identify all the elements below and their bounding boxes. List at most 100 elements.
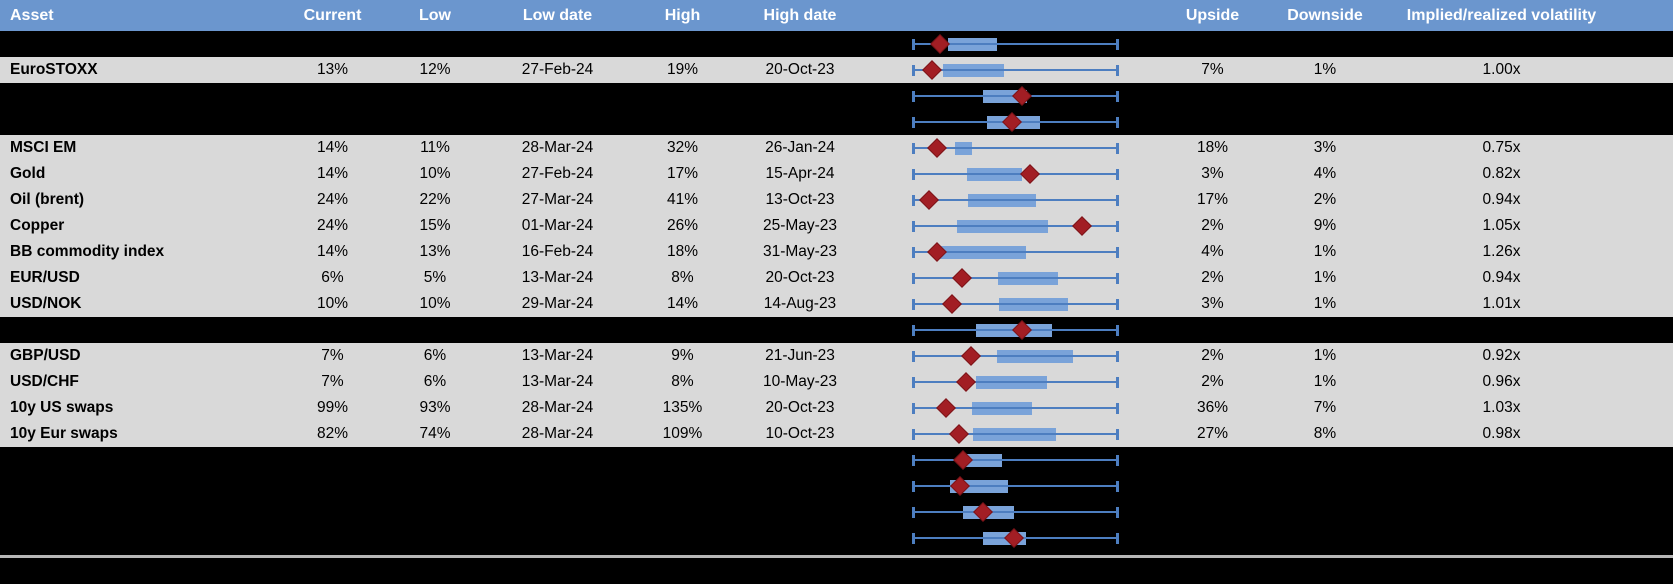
boxplot-cap-right xyxy=(1116,299,1119,310)
downside-value: 1% xyxy=(1313,243,1337,260)
boxplot xyxy=(912,135,1119,161)
boxplot-cap-left xyxy=(912,195,915,206)
boxplot-cap-right xyxy=(1116,195,1119,206)
boxplot xyxy=(912,57,1119,83)
table-row-redacted xyxy=(0,473,1673,499)
downside-value: 4% xyxy=(1313,165,1337,182)
high-date: 20-Oct-23 xyxy=(765,61,835,78)
boxplot-whisker xyxy=(913,43,1118,45)
asset-name: 10y Eur swaps xyxy=(10,425,118,442)
boxplot-cell xyxy=(865,499,1165,525)
high-value: 8% xyxy=(671,269,694,286)
iv-ratio-value: 0.92x xyxy=(1482,347,1521,364)
upside-value: 2% xyxy=(1201,269,1224,286)
boxplot-cell xyxy=(865,395,1165,421)
high-date: 25-May-23 xyxy=(762,217,838,234)
boxplot xyxy=(912,109,1119,135)
boxplot-cap-right xyxy=(1116,39,1119,50)
current-value: 24% xyxy=(316,217,349,234)
boxplot-cap-left xyxy=(912,299,915,310)
low-value: 10% xyxy=(419,165,451,182)
table-row-redacted xyxy=(0,83,1673,109)
boxplot-cell xyxy=(865,317,1165,343)
boxplot-cap-right xyxy=(1116,429,1119,440)
boxplot-marker-diamond xyxy=(1020,164,1040,184)
current-value: 82% xyxy=(316,425,349,442)
boxplot-cap-right xyxy=(1116,533,1119,544)
header-upside: Upside xyxy=(1185,6,1240,24)
asset-name: EuroSTOXX xyxy=(10,61,98,78)
iv-ratio-value: 1.26x xyxy=(1482,243,1521,260)
iv-ratio-value: 0.82x xyxy=(1482,165,1521,182)
boxplot-cell xyxy=(865,239,1165,265)
boxplot-cap-right xyxy=(1116,143,1119,154)
downside-value: 8% xyxy=(1313,425,1337,442)
footer-bar xyxy=(0,558,1673,584)
boxplot-cap-right xyxy=(1116,247,1119,258)
low-value: 10% xyxy=(419,295,451,312)
boxplot-cap-left xyxy=(912,65,915,76)
header-implied-realized: Implied/realized volatility xyxy=(1406,6,1597,24)
low-date: 13-Mar-24 xyxy=(521,269,594,286)
boxplot-cell xyxy=(865,291,1165,317)
table-row-redacted xyxy=(0,499,1673,525)
table-row: USD/CHF 7% 6% 13-Mar-24 8% 10-May-23 2% … xyxy=(0,369,1673,395)
boxplot-cap-right xyxy=(1116,169,1119,180)
boxplot-cell xyxy=(865,525,1165,551)
current-value: 14% xyxy=(316,139,349,156)
asset-name: 10y US swaps xyxy=(10,399,114,416)
boxplot-cap-left xyxy=(912,169,915,180)
table-row: USD/NOK 10% 10% 29-Mar-24 14% 14-Aug-23 … xyxy=(0,291,1673,317)
boxplot xyxy=(912,291,1119,317)
upside-value: 2% xyxy=(1201,347,1224,364)
boxplot-whisker xyxy=(913,69,1118,71)
boxplot xyxy=(912,499,1119,525)
boxplot-marker-diamond xyxy=(955,372,976,392)
table-row-redacted xyxy=(0,525,1673,551)
asset-name: Oil (brent) xyxy=(10,191,85,208)
low-value: 93% xyxy=(419,399,451,416)
boxplot-cap-left xyxy=(912,273,915,284)
boxplot-cap-left xyxy=(912,325,915,336)
downside-value: 1% xyxy=(1313,373,1337,390)
current-value: 14% xyxy=(316,243,349,260)
low-value: 15% xyxy=(419,217,451,234)
high-value: 9% xyxy=(671,347,694,364)
iv-ratio-value: 0.75x xyxy=(1482,139,1521,156)
boxplot-whisker xyxy=(913,225,1118,227)
low-value: 22% xyxy=(419,191,451,208)
low-value: 6% xyxy=(423,373,447,390)
iv-ratio-value: 0.94x xyxy=(1482,191,1521,208)
boxplot-cap-right xyxy=(1116,377,1119,388)
high-date: 21-Jun-23 xyxy=(765,347,835,364)
boxplot-whisker xyxy=(913,303,1118,305)
upside-value: 17% xyxy=(1196,191,1229,208)
iv-ratio-value: 0.98x xyxy=(1482,425,1521,442)
current-value: 24% xyxy=(316,191,349,208)
boxplot-cap-right xyxy=(1116,481,1119,492)
boxplot-marker-diamond xyxy=(961,346,981,366)
asset-name: USD/CHF xyxy=(10,373,79,390)
low-date: 27-Feb-24 xyxy=(521,165,594,182)
boxplot-cell xyxy=(865,135,1165,161)
boxplot-cap-right xyxy=(1116,273,1119,284)
boxplot-cap-left xyxy=(912,351,915,362)
current-value: 6% xyxy=(321,269,344,286)
table-row: 10y Eur swaps 82% 74% 28-Mar-24 109% 10-… xyxy=(0,421,1673,447)
upside-value: 7% xyxy=(1201,61,1224,78)
boxplot-whisker xyxy=(913,511,1118,513)
table-row: BB commodity index 14% 13% 16-Feb-24 18%… xyxy=(0,239,1673,265)
header-asset: Asset xyxy=(10,6,54,24)
downside-value: 2% xyxy=(1313,191,1337,208)
boxplot-cap-left xyxy=(912,143,915,154)
upside-value: 2% xyxy=(1201,217,1224,234)
low-value: 6% xyxy=(423,347,447,364)
current-value: 99% xyxy=(316,399,349,416)
boxplot xyxy=(912,343,1119,369)
boxplot-cell xyxy=(865,473,1165,499)
boxplot xyxy=(912,161,1119,187)
table-body: EuroSTOXX 13% 12% 27-Feb-24 19% 20-Oct-2… xyxy=(0,31,1673,551)
high-date: 10-May-23 xyxy=(762,373,838,390)
table-row: Gold 14% 10% 27-Feb-24 17% 15-Apr-24 3% … xyxy=(0,161,1673,187)
high-date: 10-Oct-23 xyxy=(765,425,835,442)
